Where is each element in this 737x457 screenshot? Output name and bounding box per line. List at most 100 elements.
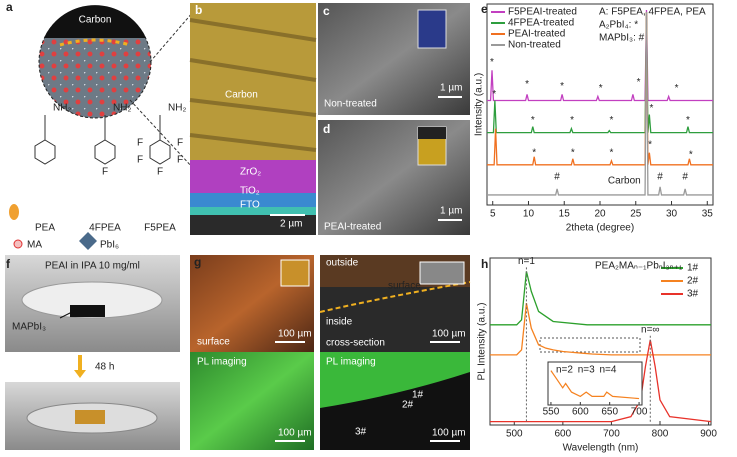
- image-label: inside: [326, 317, 353, 328]
- legend-pbi6: PbI₆: [100, 240, 119, 251]
- scale-bar: 100 µm: [278, 329, 312, 340]
- region-label: 3#: [355, 427, 367, 438]
- data-line: [487, 12, 713, 166]
- scale-bar: 100 µm: [432, 329, 466, 340]
- panel-label: d: [323, 122, 330, 136]
- panel-label: h: [481, 257, 488, 271]
- annotation: *: [609, 115, 613, 126]
- legend-label: 4FPEA-treated: [508, 18, 574, 29]
- panel-a-art: [9, 5, 194, 250]
- legend-label: Non-treated: [508, 40, 561, 51]
- fluorine: F: [137, 155, 143, 166]
- annotation: *: [689, 149, 693, 160]
- x-tick-label: 15: [559, 209, 571, 220]
- annotation: *: [490, 57, 494, 68]
- panel-cd-art: [318, 3, 470, 235]
- annotation: *: [531, 115, 535, 126]
- annotation: #: [682, 172, 688, 183]
- scale-bar: 2 µm: [280, 219, 302, 230]
- x-tick-label: 500: [506, 429, 523, 440]
- region-label: 1#: [412, 390, 424, 401]
- scale-bar: 100 µm: [432, 428, 466, 439]
- inset-annotation: n=4: [599, 365, 616, 376]
- x-tick-label: 800: [652, 429, 669, 440]
- scale-bar: 100 µm: [278, 428, 312, 439]
- panel-f-art: [5, 255, 180, 450]
- image-label: PL imaging: [197, 357, 247, 368]
- annotation: Carbon: [608, 176, 641, 187]
- data-line: [490, 339, 712, 423]
- annotation: *: [675, 83, 679, 94]
- annotation: *: [637, 77, 641, 88]
- solution-label: PEAI in IPA 10 mg/ml: [45, 261, 140, 272]
- scale-bar: 1 µm: [440, 83, 462, 94]
- layer-label: Carbon: [225, 90, 258, 101]
- molecule-name: PEA: [35, 223, 55, 234]
- image-label: outside: [326, 258, 359, 269]
- legend-label: PEAI-treated: [508, 29, 565, 40]
- layer-label: TiO₂: [240, 186, 260, 197]
- x-tick-label: 20: [594, 209, 606, 220]
- data-line: [490, 302, 711, 356]
- fluorine: F: [177, 155, 183, 166]
- fluorine: F: [137, 138, 143, 149]
- chart-title: PEA₂MAₙ₋₁PbₙI₃ₙ₊₁: [595, 261, 683, 272]
- legend-label: 3#: [687, 289, 699, 300]
- x-axis-label: Wavelength (nm): [563, 443, 639, 454]
- x-tick-label: 10: [523, 209, 535, 220]
- panel-label: g: [194, 255, 201, 269]
- sample-label: Non-treated: [324, 99, 377, 110]
- data-line: [487, 10, 713, 102]
- panel-label: b: [195, 3, 202, 17]
- panel-label: a: [6, 0, 13, 14]
- data-line: [490, 271, 711, 326]
- inset-annotation: n=3: [578, 365, 595, 376]
- legend-ma: MA: [27, 240, 42, 251]
- y-axis-label: PL Intensity (a.u.): [477, 303, 488, 381]
- image-label: PL imaging: [326, 357, 376, 368]
- annotation: *: [525, 79, 529, 90]
- annotation: *: [648, 139, 652, 150]
- scale-bar: 1 µm: [440, 206, 462, 217]
- x-tick-label: 35: [702, 209, 714, 220]
- annotation: n=∞: [641, 324, 660, 335]
- annotation: #: [657, 172, 663, 183]
- x-axis-label: 2theta (degree): [566, 223, 634, 234]
- carbon-label: Carbon: [79, 15, 112, 26]
- x-tick-label: 600: [555, 429, 572, 440]
- x-tick-label: 30: [666, 209, 678, 220]
- image-label: surface: [197, 337, 230, 348]
- x-tick-label: 900: [700, 429, 717, 440]
- panel-label: f: [6, 257, 11, 271]
- annotation: *: [492, 89, 496, 100]
- y-axis-label: Intensity (a.u.): [474, 73, 485, 136]
- region-label: 2#: [402, 400, 414, 411]
- amine-group: NH₂: [53, 103, 71, 114]
- sample-label: MAPbI₃: [12, 322, 46, 333]
- amine-group: NH₂: [113, 103, 131, 114]
- image-label: cross-section: [326, 338, 385, 349]
- legend-label: 1#: [687, 263, 699, 274]
- inset-x-tick-label: 550: [543, 407, 560, 418]
- annotation: *: [570, 115, 574, 126]
- annotation: *: [599, 83, 603, 94]
- annotation: *: [609, 147, 613, 158]
- annotation: *: [532, 147, 536, 158]
- fluorine: F: [177, 138, 183, 149]
- annotation: *: [686, 115, 690, 126]
- x-tick-label: 25: [630, 209, 642, 220]
- fluorine: F: [102, 167, 108, 178]
- panel-b-art: [189, 3, 317, 235]
- molecule-name: F5PEA: [144, 223, 176, 234]
- note: MAPbI₃: #: [599, 33, 645, 44]
- annotation: #: [554, 172, 560, 183]
- layer-label: ZrO₂: [240, 167, 261, 178]
- legend-label: 2#: [687, 276, 699, 287]
- data-line: [487, 12, 713, 134]
- inset-annotation: n=2: [556, 365, 573, 376]
- panel-label: c: [323, 4, 330, 18]
- amine-group: NH₂: [168, 103, 186, 114]
- annotation: n=1: [518, 256, 535, 267]
- note: A₂PbI₄: *: [599, 20, 638, 31]
